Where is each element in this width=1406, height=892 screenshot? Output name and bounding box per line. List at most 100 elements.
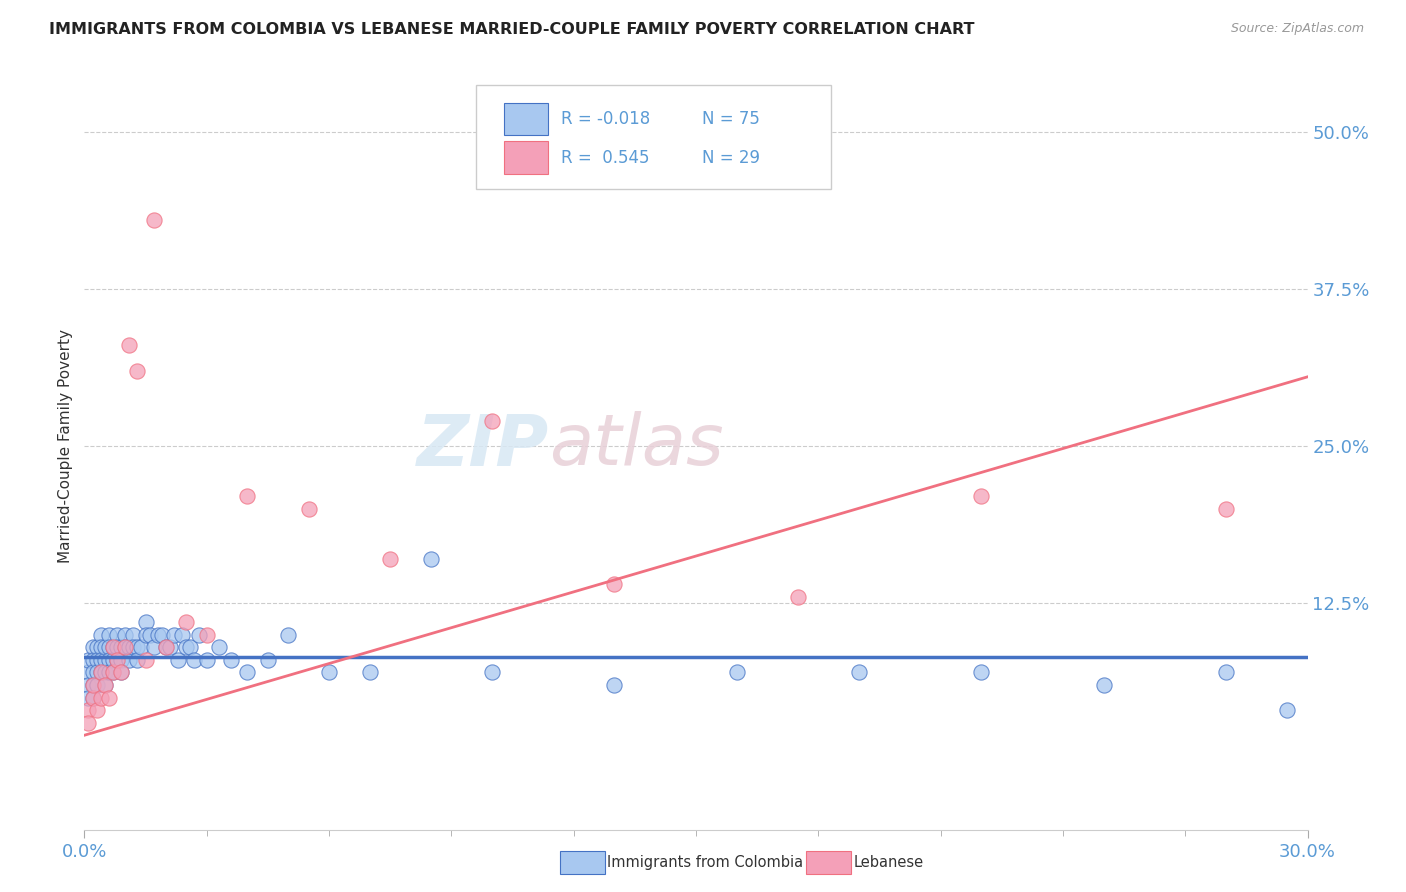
Point [90, 665, 112, 680]
Point [77, 715, 100, 730]
Point [174, 615, 197, 629]
Point [93, 640, 115, 655]
Point [97, 640, 120, 655]
Point [77, 703, 100, 717]
Point [101, 665, 124, 680]
FancyBboxPatch shape [503, 142, 548, 174]
Point [118, 640, 141, 655]
Point [127, 653, 149, 667]
Point [277, 627, 299, 641]
Point [420, 552, 443, 566]
Point [90, 690, 112, 705]
Point [167, 653, 190, 667]
Point [97, 665, 120, 680]
Point [105, 640, 128, 655]
Point [93, 665, 115, 680]
Point [82, 678, 104, 692]
Point [77, 665, 100, 680]
Point [114, 627, 136, 641]
Point [155, 640, 177, 655]
Point [122, 627, 145, 641]
Point [163, 627, 186, 641]
Point [1215, 501, 1237, 516]
Point [131, 640, 153, 655]
Text: Immigrants from Colombia: Immigrants from Colombia [607, 855, 803, 870]
Point [82, 678, 104, 692]
Point [195, 653, 218, 667]
Point [86, 640, 108, 655]
Point [970, 489, 993, 503]
Point [122, 640, 145, 655]
Point [179, 640, 201, 655]
Point [82, 640, 104, 655]
Point [172, 627, 194, 641]
Point [97, 653, 120, 667]
Point [118, 338, 141, 352]
Point [481, 665, 503, 680]
Point [787, 590, 810, 604]
Point [90, 665, 112, 680]
Point [101, 640, 124, 655]
Point [481, 414, 503, 428]
Point [90, 627, 112, 641]
Point [298, 501, 321, 516]
Text: ZIP: ZIP [418, 411, 550, 481]
Point [118, 653, 141, 667]
Point [174, 640, 197, 655]
Point [142, 640, 165, 655]
Text: R = -0.018: R = -0.018 [561, 111, 651, 128]
Point [208, 640, 231, 655]
Point [318, 665, 340, 680]
Point [359, 665, 381, 680]
Point [105, 653, 128, 667]
Point [1277, 703, 1299, 717]
Point [155, 640, 177, 655]
Y-axis label: Married-Couple Family Poverty: Married-Couple Family Poverty [58, 329, 73, 563]
Point [110, 640, 132, 655]
Text: N = 29: N = 29 [702, 149, 761, 167]
Point [110, 653, 132, 667]
Point [236, 489, 259, 503]
Point [970, 665, 993, 680]
Text: atlas: atlas [550, 411, 724, 481]
Point [93, 678, 115, 692]
Point [90, 640, 112, 655]
Point [82, 690, 104, 705]
Point [159, 640, 181, 655]
Point [1092, 678, 1115, 692]
Point [82, 653, 104, 667]
Point [105, 627, 128, 641]
Point [135, 615, 157, 629]
Point [114, 640, 136, 655]
Point [603, 577, 626, 591]
Point [195, 627, 218, 641]
Point [97, 627, 120, 641]
Point [142, 212, 165, 227]
Point [219, 653, 242, 667]
Point [380, 552, 402, 566]
Text: N = 75: N = 75 [702, 111, 761, 128]
FancyBboxPatch shape [475, 86, 831, 189]
Point [82, 690, 104, 705]
Point [105, 653, 128, 667]
Point [150, 627, 173, 641]
Point [86, 678, 108, 692]
Point [183, 653, 205, 667]
Point [86, 653, 108, 667]
Text: Source: ZipAtlas.com: Source: ZipAtlas.com [1230, 22, 1364, 36]
Point [77, 678, 100, 692]
Text: Lebanese: Lebanese [853, 855, 924, 870]
Point [93, 678, 115, 692]
Point [146, 627, 169, 641]
Text: IMMIGRANTS FROM COLOMBIA VS LEBANESE MARRIED-COUPLE FAMILY POVERTY CORRELATION C: IMMIGRANTS FROM COLOMBIA VS LEBANESE MAR… [49, 22, 974, 37]
Text: R =  0.545: R = 0.545 [561, 149, 650, 167]
Point [127, 640, 149, 655]
Point [187, 627, 209, 641]
Point [101, 653, 124, 667]
Point [127, 363, 149, 377]
Point [848, 665, 870, 680]
Point [138, 627, 160, 641]
Point [725, 665, 748, 680]
Point [82, 665, 104, 680]
Point [86, 665, 108, 680]
